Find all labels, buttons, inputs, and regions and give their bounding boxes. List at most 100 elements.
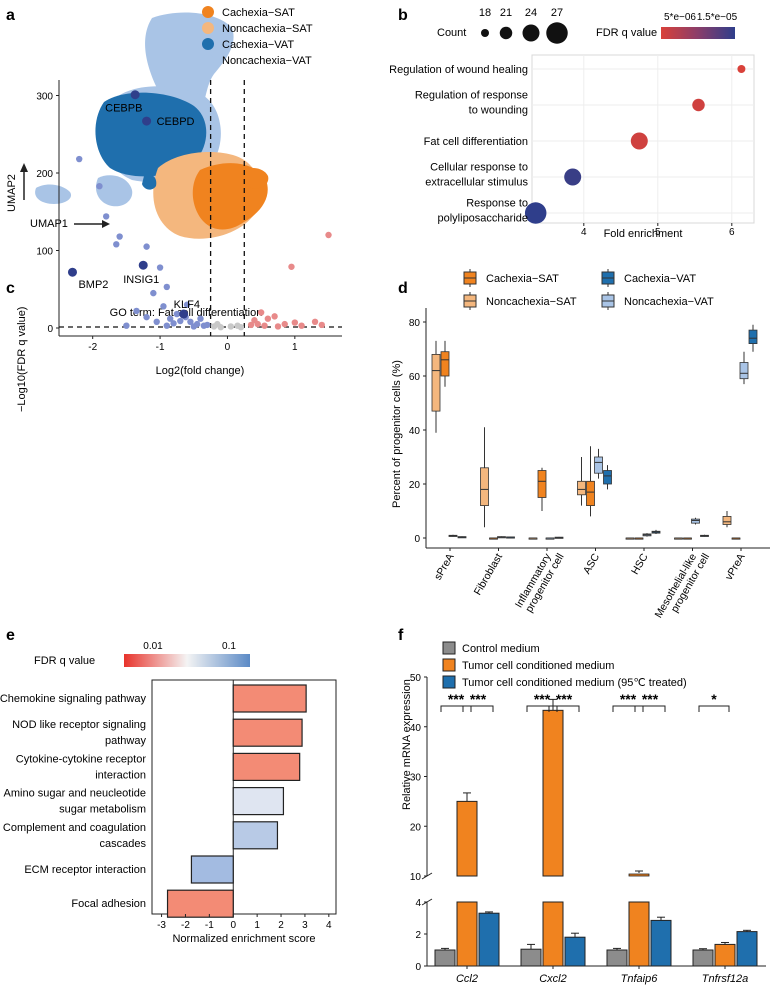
e-label-2-0: Cytokine-cytokine receptor bbox=[16, 753, 147, 765]
f-bar-0-1 bbox=[456, 792, 478, 967]
e-x-tick-label-5: 2 bbox=[278, 920, 284, 931]
d-y-tick-label-2: 40 bbox=[409, 426, 421, 437]
d-box-5-2 bbox=[691, 517, 700, 525]
f-bar-rect-upper bbox=[628, 873, 650, 877]
f-y-tick-label-lower-0: 0 bbox=[415, 962, 421, 973]
d-box-1-0 bbox=[480, 427, 489, 528]
c-point-down-11 bbox=[153, 318, 160, 325]
umap-cluster-cachexia-sat-tip bbox=[242, 168, 269, 189]
c-point-up-11 bbox=[318, 321, 325, 329]
b-x-tick-label-2: 6 bbox=[729, 227, 735, 238]
b-color-legend-title: FDR q value bbox=[596, 27, 657, 39]
d-box-body bbox=[691, 518, 700, 524]
c-point-up-10 bbox=[311, 318, 319, 325]
b-term-label-3-1: extracellular stimulus bbox=[425, 177, 528, 189]
c-x-tick-label-1: -1 bbox=[156, 342, 165, 353]
c-point-down-9 bbox=[133, 307, 140, 315]
b-point-3 bbox=[564, 168, 582, 186]
e-label-3-1: sugar metabolism bbox=[59, 804, 146, 816]
panel-a-umap: UMAP2 UMAP1 Cachexia−SAT Noncachexia−SAT… bbox=[6, 6, 313, 239]
c-y-tick-label-0: 0 bbox=[47, 324, 53, 335]
e-label-6-0: Focal adhesion bbox=[71, 898, 146, 910]
b-xlabel: Fold enrichment bbox=[604, 228, 683, 240]
f-bar-rect-upper bbox=[456, 800, 478, 877]
b-x-tick-label-0: 4 bbox=[581, 227, 587, 238]
d-box-body bbox=[603, 470, 612, 485]
e-label-1-1: pathway bbox=[105, 735, 146, 747]
c-point-ns-4 bbox=[237, 324, 245, 331]
e-label-4-1: cascades bbox=[100, 838, 147, 850]
d-box-2-0 bbox=[528, 537, 538, 540]
d-box-0-1 bbox=[440, 340, 450, 387]
d-y-tick-label-4: 80 bbox=[409, 318, 421, 329]
d-boxes bbox=[431, 324, 758, 540]
b-color-legend-tick-0: 5*e−06 bbox=[664, 12, 696, 23]
c-point-down-5 bbox=[143, 243, 150, 250]
f-bars bbox=[434, 698, 758, 967]
umap-cluster-noncachexia-vat-left bbox=[35, 184, 72, 204]
d-box-body bbox=[440, 351, 450, 377]
panel-d-boxplot: Cachexia−SAT Cachexia−VAT Noncachexia−SAT N… bbox=[391, 269, 770, 620]
panel-letter-c: c bbox=[6, 280, 15, 297]
d-y-tick-label-0: 0 bbox=[414, 534, 420, 545]
f-bar-2-1 bbox=[628, 870, 650, 967]
c-point-down-24 bbox=[163, 322, 171, 329]
c-points bbox=[67, 90, 332, 331]
c-gene-label-0: CEBPB bbox=[105, 103, 142, 115]
c-point-down-3 bbox=[116, 233, 123, 240]
umap-legend-label-0: Cachexia−SAT bbox=[222, 7, 295, 19]
c-gene-labels: CEBPB CEBPD INSIG1 BMP2 KLF4 bbox=[78, 103, 199, 311]
b-term-labels: Regulation of wound healing Regulation of… bbox=[389, 64, 528, 225]
umap-legend-label-3: Noncachexia−VAT bbox=[222, 55, 312, 67]
b-size-legend-dot-3 bbox=[546, 22, 568, 44]
c-point-down-0 bbox=[76, 155, 83, 163]
d-box-body bbox=[537, 470, 547, 498]
c-gene-label-3: BMP2 bbox=[78, 279, 108, 291]
d-box-4-1 bbox=[634, 537, 644, 540]
d-ylabel: Percent of progenitor cells (%) bbox=[391, 360, 403, 508]
umap-xlabel: UMAP1 bbox=[30, 218, 68, 230]
e-bar-0 bbox=[232, 684, 307, 713]
f-sig-bracket-2 bbox=[526, 705, 558, 712]
e-x-tick-label-3: 0 bbox=[230, 920, 236, 931]
c-point-down-16 bbox=[183, 301, 191, 308]
d-box-body bbox=[431, 353, 441, 412]
f-x-label-3: Tnfrsf12a bbox=[702, 973, 748, 985]
panel-e-gsea-bars: FDR q value 0.01 0.1 Chemokine signaling… bbox=[0, 641, 337, 945]
f-bar-3-2 bbox=[736, 929, 758, 967]
f-y-tick-label-upper-3: 40 bbox=[410, 723, 422, 734]
c-point-highlight-1 bbox=[142, 116, 152, 126]
umap-legend-label-1: Noncachexia−SAT bbox=[222, 23, 313, 35]
panel-letter-e: e bbox=[6, 627, 15, 644]
panel-letter-b: b bbox=[398, 7, 408, 24]
f-bar-0-2 bbox=[478, 911, 500, 967]
c-point-down-8 bbox=[150, 289, 157, 297]
e-bar-3 bbox=[232, 786, 285, 816]
b-size-legend-title: Count bbox=[437, 27, 466, 39]
c-y-ticks: 0 100 200 300 bbox=[36, 92, 59, 335]
f-y-tick-label-upper-1: 20 bbox=[410, 822, 422, 833]
c-point-down-1 bbox=[96, 182, 103, 190]
d-box-body bbox=[586, 480, 595, 506]
f-sig-label-5: *** bbox=[642, 691, 659, 707]
e-color-legend-title: FDR q value bbox=[34, 655, 95, 667]
d-box-0-0 bbox=[431, 340, 441, 433]
b-size-legend-label-1: 21 bbox=[500, 7, 512, 19]
c-point-highlight-4 bbox=[179, 309, 189, 319]
umap-legend-label-2: Cachexia−VAT bbox=[222, 39, 294, 51]
d-x-label-0-0: sPreA bbox=[432, 552, 457, 583]
d-box-6-1 bbox=[731, 537, 741, 540]
f-bar-rect-upper bbox=[542, 709, 564, 877]
f-bar-rect bbox=[692, 949, 714, 967]
c-point-down-25 bbox=[123, 322, 130, 329]
c-point-highlight-0 bbox=[130, 90, 140, 100]
b-size-legend-dot-2 bbox=[522, 24, 540, 42]
c-x-tick-label-2: 0 bbox=[225, 342, 231, 353]
c-point-up-9 bbox=[298, 322, 305, 329]
c-point-up-7 bbox=[281, 320, 288, 328]
d-legend-label-0: Cachexia−SAT bbox=[486, 273, 559, 285]
c-point-down-15 bbox=[177, 317, 184, 325]
b-term-label-4-0: Response to bbox=[466, 198, 528, 210]
b-size-legend-dot-0 bbox=[481, 29, 489, 37]
d-box-6-3 bbox=[748, 324, 758, 352]
